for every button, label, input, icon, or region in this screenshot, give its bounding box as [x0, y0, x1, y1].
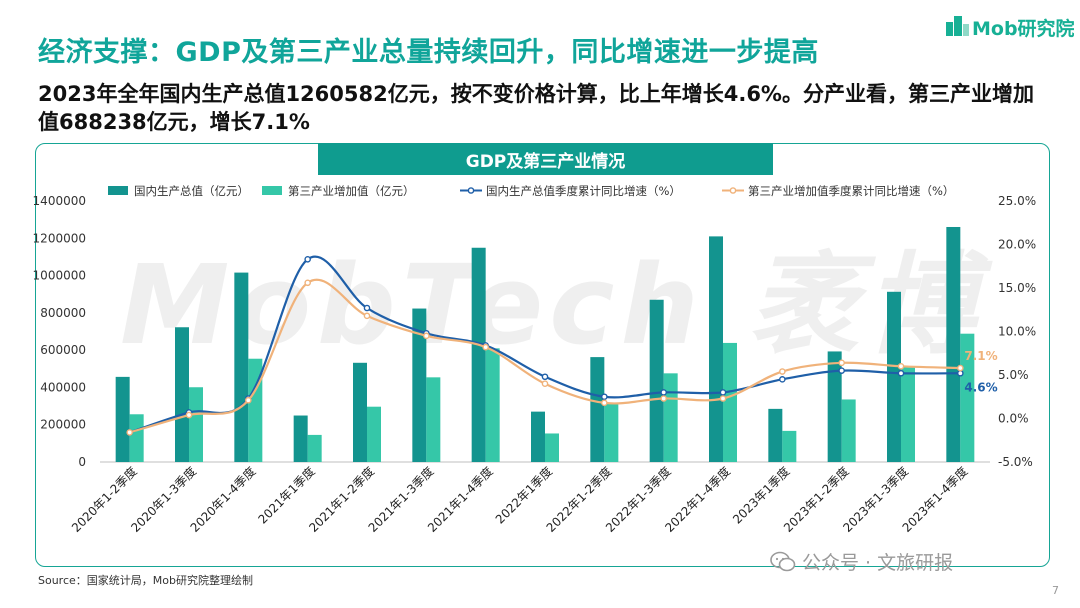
bar-gdp [115, 376, 130, 462]
y-left-tick-label: 200000 [40, 418, 86, 432]
bar-gdp [887, 291, 901, 462]
gdp-growth-line-point [957, 369, 964, 377]
gdp-growth-line-point [838, 367, 845, 374]
bar-tertiary [485, 348, 500, 462]
gdp-growth-line-point [363, 304, 371, 312]
bar-gdp [471, 247, 486, 462]
bar-gdp [531, 411, 545, 462]
tertiary-growth-line-point [185, 411, 193, 419]
logo-mark-icon [946, 16, 969, 36]
wechat-watermark: 公众号 · 文旅研报 [770, 548, 953, 575]
y-right-tick-label: 20.0% [998, 238, 1036, 252]
source-note: Source：国家统计局，Mob研究院整理绘制 [38, 574, 253, 587]
page-title: 经济支撑：GDP及第三产业总量持续回升，同比增速进一步提高 [38, 37, 819, 68]
logo-text: Mob研究院 [972, 17, 1074, 40]
legend-label: 国内生产总值季度累计同比增速（%） [486, 184, 681, 198]
page-number: 7 [1052, 584, 1059, 597]
bar-gdp [768, 408, 783, 462]
tertiary-growth-line-point [660, 395, 667, 402]
bar-tertiary [545, 433, 559, 462]
bar-tertiary [426, 377, 441, 462]
y-left-tick-label: 1200000 [33, 231, 86, 245]
tertiary-growth-line-point [126, 429, 133, 436]
wechat-icon [770, 551, 796, 571]
tertiary-growth-line-point [601, 399, 608, 407]
y-right-tick-label: -5.0% [998, 455, 1033, 469]
x-tick-label: 2022年1季度 [492, 464, 555, 527]
data-label: 7.1% [964, 349, 997, 363]
tertiary-growth-line [129, 278, 961, 434]
tertiary-growth-line-point [719, 395, 727, 402]
bar-gdp [946, 226, 961, 462]
tertiary-growth-line-point [304, 279, 311, 287]
bar-tertiary [841, 399, 856, 462]
bar-tertiary [960, 333, 975, 462]
tertiary-growth-line-point [957, 364, 964, 372]
bar-tertiary [723, 342, 737, 462]
bar-gdp [590, 357, 605, 462]
bar-gdp [412, 308, 427, 462]
x-tick-label: 2023年1季度 [729, 464, 792, 527]
gdp-growth-line-point [541, 373, 549, 381]
gdp-growth-line-point [304, 255, 311, 263]
bar-gdp [649, 299, 664, 462]
watermark: MobTech 袤博 [120, 241, 982, 369]
gdp-growth-line-point [660, 389, 667, 396]
bar-tertiary [129, 414, 144, 462]
bar-tertiary [189, 387, 203, 462]
y-left-tick-label: 1400000 [33, 194, 86, 208]
data-label: 4.6% [964, 380, 997, 394]
bar-gdp [234, 272, 249, 462]
bar-tertiary [367, 406, 381, 462]
bar-tertiary [782, 430, 797, 462]
gdp-growth-line-point [719, 389, 727, 396]
tertiary-growth-line-point [245, 396, 252, 404]
bar-gdp [709, 236, 723, 462]
y-left-tick-label: 0 [78, 455, 86, 469]
legend-label: 第三产业增加值季度累计同比增速（%） [748, 184, 954, 198]
mob-logo: Mob研究院 [946, 16, 1074, 40]
gdp-growth-line-point [897, 369, 905, 377]
page-subtitle: 2023年全年国内生产总值1260582亿元，按不变价格计算，比上年增长4.6%… [38, 82, 1034, 134]
y-right-tick-label: 0.0% [998, 412, 1029, 426]
bar-tertiary [901, 367, 915, 462]
legend-swatch [262, 186, 282, 195]
y-left-tick-label: 1000000 [33, 269, 86, 283]
y-left-tick-label: 600000 [40, 343, 86, 357]
legend-label: 国内生产总值（亿元） [134, 184, 249, 198]
y-right-tick-label: 15.0% [998, 281, 1036, 295]
chart-title: GDP及第三产业情况 [318, 143, 773, 175]
bar-tertiary [307, 434, 322, 462]
gdp-growth-line [129, 255, 961, 434]
gdp-growth-line-point [601, 393, 608, 401]
legend-swatch [108, 186, 128, 195]
wechat-label: 公众号 · 文旅研报 [802, 552, 954, 574]
y-right-tick-label: 10.0% [998, 325, 1036, 339]
x-tick-label: 2021年1季度 [255, 464, 318, 527]
bar-tertiary [604, 403, 619, 462]
tertiary-growth-line-point [363, 312, 371, 320]
tertiary-growth-line-point [482, 343, 489, 351]
gdp-growth-line-point [779, 376, 786, 383]
legend-label: 第三产业增加值（亿元） [288, 184, 415, 198]
bar-gdp [175, 327, 189, 462]
legend-swatch-marker [467, 187, 475, 194]
bar-gdp [353, 362, 367, 462]
bar-gdp [827, 351, 842, 462]
bar-tertiary [663, 373, 678, 462]
y-right-tick-label: 25.0% [998, 194, 1036, 208]
legend-swatch-marker [729, 187, 737, 194]
tertiary-growth-line-point [779, 368, 786, 375]
y-left-tick-label: 800000 [40, 306, 86, 320]
y-right-tick-label: 5.0% [998, 368, 1029, 382]
tertiary-growth-line-point [541, 380, 549, 388]
bar-gdp [293, 415, 308, 462]
y-left-tick-label: 400000 [40, 380, 86, 394]
tertiary-growth-line-point [423, 332, 430, 340]
tertiary-growth-line-point [897, 362, 905, 370]
tertiary-growth-line-point [838, 359, 845, 367]
